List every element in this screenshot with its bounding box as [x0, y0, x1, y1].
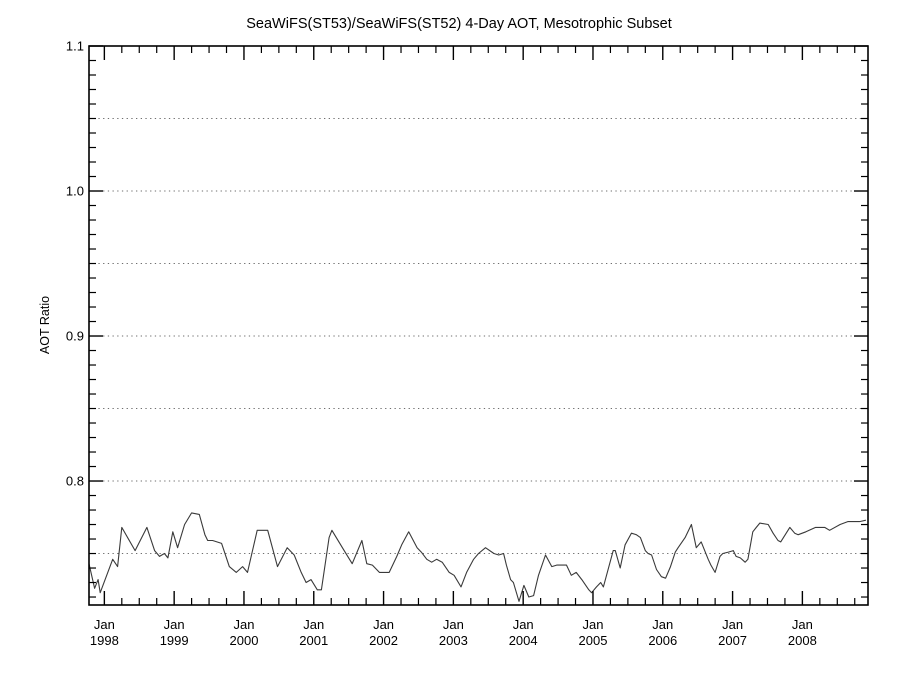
x-tick-label-year: 2004: [509, 633, 538, 648]
x-tick-label-year: 2007: [718, 633, 747, 648]
x-tick-label-month: Jan: [94, 617, 115, 632]
x-tick-label-year: 1999: [160, 633, 189, 648]
x-tick-label-month: Jan: [792, 617, 813, 632]
x-tick-label-month: Jan: [513, 617, 534, 632]
x-tick-label-month: Jan: [373, 617, 394, 632]
x-tick-label-month: Jan: [303, 617, 324, 632]
x-tick-label-month: Jan: [233, 617, 254, 632]
x-tick-label-month: Jan: [722, 617, 743, 632]
x-tick-label-year: 2008: [788, 633, 817, 648]
x-tick-label-year: 2002: [369, 633, 398, 648]
x-tick-label-month: Jan: [164, 617, 185, 632]
x-tick-label-year: 2000: [230, 633, 259, 648]
x-tick-label-year: 2005: [579, 633, 608, 648]
x-tick-label-year: 2006: [648, 633, 677, 648]
x-tick-label-month: Jan: [443, 617, 464, 632]
x-tick-label-year: 2001: [299, 633, 328, 648]
x-tick-label-year: 1998: [90, 633, 119, 648]
data-line: [88, 512, 867, 602]
y-tick-label: 0.9: [66, 329, 84, 344]
x-tick-label-month: Jan: [582, 617, 603, 632]
x-tick-label-month: Jan: [652, 617, 673, 632]
y-tick-label: 1.0: [66, 184, 84, 199]
y-tick-label: 1.1: [66, 39, 84, 54]
plot-border: [88, 45, 869, 606]
y-axis-title: AOT Ratio: [38, 295, 52, 355]
x-tick-label-year: 2003: [439, 633, 468, 648]
y-tick-label: 0.8: [66, 474, 84, 489]
chart-title: SeaWiFS(ST53)/SeaWiFS(ST52) 4-Day AOT, M…: [246, 16, 672, 32]
